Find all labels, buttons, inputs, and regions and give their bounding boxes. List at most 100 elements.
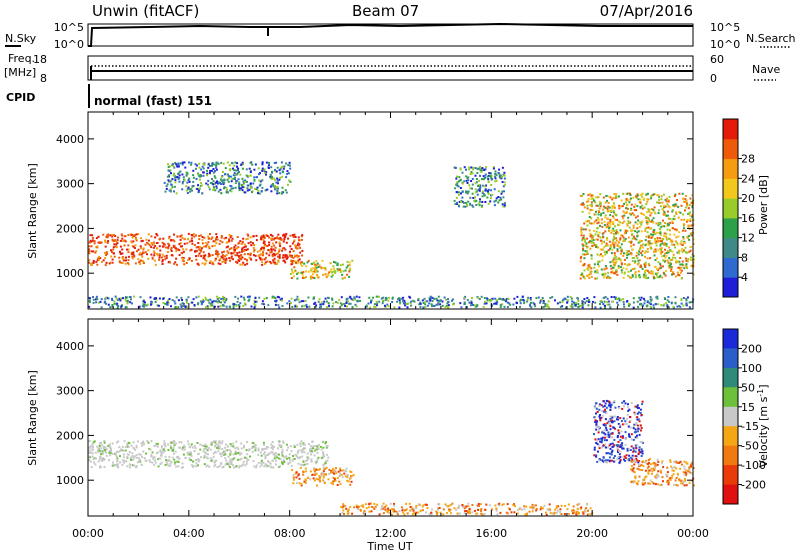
- scatter-cell: [656, 276, 659, 279]
- scatter-cell: [135, 444, 138, 447]
- scatter-cell: [125, 296, 128, 299]
- scatter-cell: [607, 201, 610, 204]
- scatter-cell: [262, 461, 265, 464]
- scatter-cell: [325, 466, 328, 469]
- scatter-cell: [658, 228, 661, 231]
- nsky-right-tick-top: 10^5: [710, 21, 740, 34]
- scatter-cell: [268, 452, 271, 455]
- scatter-cell: [489, 299, 492, 301]
- scatter-cell: [561, 305, 564, 308]
- scatter-cell: [598, 254, 601, 257]
- scatter-cell: [640, 463, 643, 466]
- scatter-cell: [638, 475, 641, 478]
- scatter-cell: [481, 192, 484, 194]
- scatter-cell: [237, 242, 240, 245]
- scatter-cell: [207, 163, 210, 166]
- scatter-cell: [594, 402, 597, 405]
- scatter-cell: [326, 459, 329, 462]
- scatter-cell: [687, 258, 690, 261]
- scatter-cell: [501, 190, 504, 193]
- scatter-cell: [222, 295, 225, 298]
- scatter-cell: [111, 251, 113, 253]
- scatter-cell: [249, 174, 252, 177]
- scatter-cell: [593, 406, 596, 409]
- scatter-cell: [124, 446, 127, 448]
- scatter-cell: [581, 194, 583, 197]
- scatter-cell: [115, 246, 118, 249]
- scatter-cell: [290, 297, 293, 300]
- scatter-cell: [271, 448, 274, 451]
- scatter-cell: [590, 275, 593, 278]
- scatter-cell: [683, 460, 686, 463]
- scatter-cell: [321, 259, 324, 262]
- scatter-cell: [477, 202, 480, 205]
- scatter-cell: [241, 248, 243, 251]
- scatter-cell: [599, 419, 602, 422]
- scatter-cell: [613, 438, 616, 441]
- scatter-cell: [215, 459, 218, 462]
- scatter-cell: [656, 231, 659, 234]
- scatter-cell: [114, 295, 117, 298]
- scatter-cell: [135, 454, 138, 457]
- scatter-cell: [313, 277, 316, 280]
- scatter-cell: [149, 296, 152, 299]
- scatter-cell: [589, 204, 592, 207]
- scatter-cell: [273, 254, 276, 257]
- scatter-cell: [663, 260, 666, 263]
- scatter-cell: [657, 470, 660, 473]
- scatter-cell: [290, 464, 293, 467]
- scatter-cell: [636, 412, 639, 415]
- scatter-cell: [533, 504, 536, 507]
- scatter-cell: [667, 483, 670, 486]
- scatter-cell: [294, 305, 297, 308]
- scatter-cell: [544, 303, 547, 305]
- scatter-cell: [177, 299, 180, 302]
- scatter-cell: [663, 254, 666, 257]
- scatter-cell: [145, 452, 148, 455]
- scatter-cell: [341, 476, 344, 479]
- scatter-cell: [406, 512, 409, 515]
- scatter-cell: [230, 247, 233, 250]
- scatter-cell: [309, 470, 312, 473]
- scatter-cell: [615, 270, 618, 273]
- scatter-cell: [600, 404, 603, 407]
- scatter-cell: [168, 298, 171, 300]
- scatter-cell: [154, 459, 156, 462]
- scatter-cell: [555, 511, 558, 514]
- scatter-cell: [246, 187, 249, 190]
- scatter-cell: [301, 265, 304, 267]
- scatter-cell: [293, 266, 296, 269]
- scatter-cell: [615, 229, 618, 232]
- scatter-cell: [122, 456, 125, 459]
- scatter-cell: [237, 297, 240, 300]
- scatter-cell: [649, 211, 652, 214]
- scatter-cell: [264, 189, 267, 192]
- scatter-cell: [633, 209, 636, 212]
- scatter-cell: [110, 448, 112, 451]
- scatter-cell: [365, 503, 368, 506]
- scatter-cell: [631, 229, 634, 232]
- scatter-cell: [241, 167, 244, 170]
- scatter-cell: [591, 204, 593, 207]
- scatter-cell: [629, 419, 632, 422]
- scatter-cell: [503, 204, 506, 207]
- scatter-cell: [191, 242, 194, 245]
- scatter-cell: [123, 235, 126, 238]
- scatter-cell: [595, 245, 597, 248]
- scatter-cell: [203, 263, 206, 266]
- scatter-cell: [659, 230, 662, 233]
- scatter-cell: [91, 234, 94, 237]
- scatter-cell: [201, 236, 204, 238]
- scatter-cell: [211, 182, 213, 185]
- colorbar-tick-label: 20: [741, 192, 755, 205]
- scatter-cell: [455, 196, 458, 199]
- scatter-cell: [262, 238, 265, 241]
- scatter-cell: [285, 162, 288, 165]
- scatter-cell: [324, 467, 327, 470]
- scatter-cell: [224, 173, 227, 176]
- scatter-cell: [615, 239, 618, 242]
- scatter-cell: [207, 179, 210, 182]
- scatter-cell: [216, 180, 218, 183]
- scatter-cell: [233, 248, 235, 251]
- scatter-cell: [188, 180, 191, 183]
